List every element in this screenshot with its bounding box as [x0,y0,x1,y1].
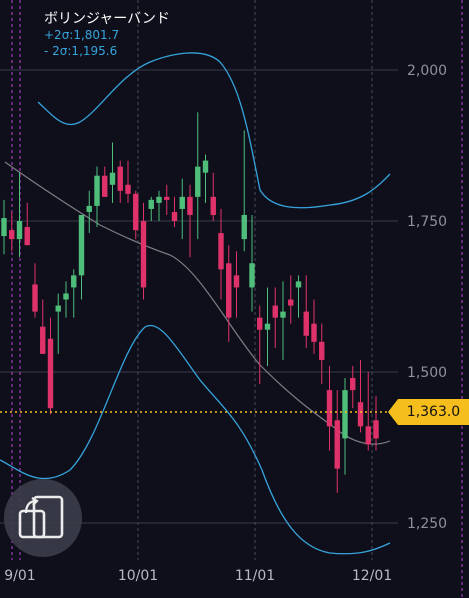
lower-band-label: - 2σ:1,195.6 [44,44,118,58]
candle-body[interactable] [280,311,286,318]
candle-body[interactable] [9,230,15,240]
candle-body[interactable] [171,211,178,221]
candle-body[interactable] [148,199,154,209]
candle-body[interactable] [140,221,147,288]
candle-body[interactable] [350,378,356,391]
candle-body[interactable] [288,299,294,306]
candle-body[interactable] [357,402,364,427]
candle-body[interactable] [78,214,85,276]
candle-body[interactable] [326,390,333,427]
candle-body[interactable] [71,275,77,288]
y-tick-label: 1,250 [407,516,447,532]
candle-body[interactable] [94,175,100,206]
candle-body[interactable] [311,323,317,342]
candle-body[interactable] [117,166,123,191]
x-tick-label: 11/01 [235,568,275,584]
candle-body[interactable] [125,184,131,194]
candle-body[interactable] [226,263,232,318]
indicator-title: ボリンジャーバンド [44,11,170,27]
rotate-screen-button[interactable] [4,479,82,557]
candle-body[interactable] [241,214,247,240]
upper-band-label: +2σ:1,801.7 [44,28,120,42]
x-tick-label: 12/01 [352,568,392,584]
candle-body[interactable] [264,323,271,330]
candle-body[interactable] [319,341,325,360]
candle-body[interactable] [32,284,38,312]
candle-body[interactable] [195,166,201,197]
candle-body[interactable] [86,205,92,212]
candle-body[interactable] [342,390,348,439]
candle-body[interactable] [272,305,278,318]
upper-band [37,52,391,209]
candle-body[interactable] [47,338,54,409]
candle-body[interactable] [218,233,224,270]
candle-body[interactable] [202,160,209,173]
x-tick-label: 9/01 [4,568,35,584]
candle-body[interactable] [24,227,30,246]
candle-body[interactable] [233,275,240,288]
candle-body[interactable] [102,175,108,197]
candle-body[interactable] [40,326,46,354]
candle-body[interactable] [303,311,309,336]
candle-body[interactable] [1,217,7,237]
indicator-legend: ボリンジャーバンド +2σ:1,801.7 - 2σ:1,195.6 [44,11,170,59]
candle-body[interactable] [133,193,139,231]
candle-body[interactable] [179,196,185,209]
candle-body[interactable] [156,196,162,203]
candle-body[interactable] [295,281,302,288]
candle-body[interactable] [63,293,69,300]
candle-body[interactable] [210,196,216,215]
candle-body[interactable] [187,196,193,215]
y-tick-label: 2,000 [407,63,447,79]
y-tick-label: 1,500 [407,365,447,381]
candle-body[interactable] [164,196,170,200]
candle-body[interactable] [365,426,371,445]
candle-body[interactable] [16,221,23,240]
current-price-tag: 1,363.0 [388,399,469,425]
candle-body[interactable] [257,317,263,330]
candle-body[interactable] [373,420,379,439]
y-tick-label: 1,750 [407,214,447,230]
candle-body[interactable] [334,420,340,469]
x-tick-label: 10/01 [118,568,158,584]
candle-body[interactable] [249,263,255,288]
candle-body[interactable] [55,305,61,312]
rotate-screen-icon [18,495,64,539]
candle-body[interactable] [109,172,116,185]
lower-band [0,324,391,555]
